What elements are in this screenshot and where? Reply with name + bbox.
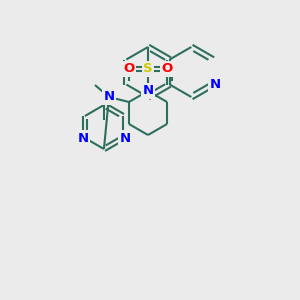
Text: N: N: [209, 78, 220, 91]
Text: O: O: [123, 62, 135, 76]
Text: N: N: [103, 91, 115, 103]
Text: N: N: [119, 131, 130, 145]
Text: N: N: [142, 85, 154, 98]
Text: S: S: [143, 62, 153, 76]
Text: N: N: [77, 131, 88, 145]
Text: O: O: [161, 62, 172, 76]
